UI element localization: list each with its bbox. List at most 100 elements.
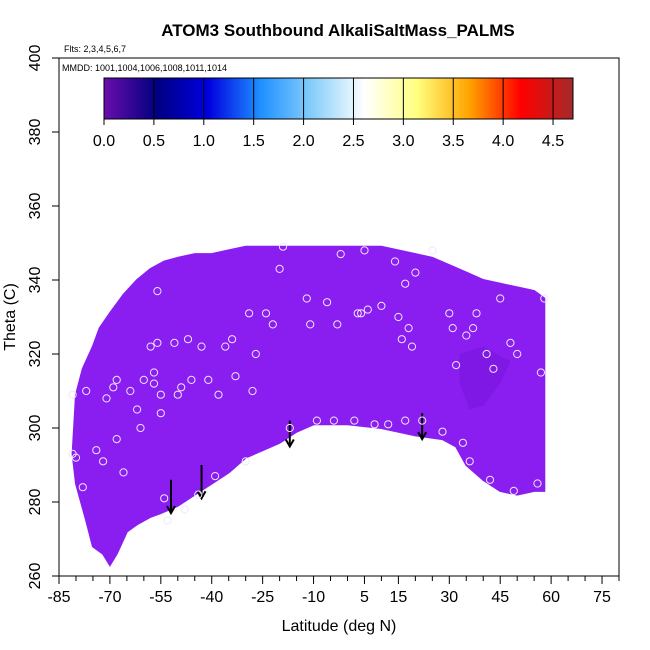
- data-point: [173, 390, 182, 399]
- colorbar-gradient: [103, 77, 574, 120]
- data-point: [160, 494, 169, 503]
- data-point: [109, 383, 118, 392]
- data-point: [126, 386, 135, 396]
- data-point: [251, 349, 260, 359]
- data-point: [248, 386, 257, 396]
- x-axis: -85 -70 -55 -40 -25 -10 5 15 30 45 60 75: [47, 576, 620, 606]
- data-point: [241, 457, 250, 466]
- chart-title: ATOM3 Southbound AlkaliSaltMass_PALMS: [161, 21, 515, 40]
- dates-note: MMDD: 1001,1004,1006,1008,1011,1014: [62, 63, 227, 73]
- data-point: [261, 309, 271, 318]
- data-point: [245, 309, 254, 318]
- data-point: [401, 416, 410, 425]
- colorbar-tick-label: 1.0: [193, 133, 215, 150]
- data-point: [306, 320, 315, 329]
- data-point: [536, 368, 546, 377]
- flights-note: Flts: 2,3,4,5,6,7: [64, 44, 126, 54]
- data-point: [390, 257, 400, 266]
- data-point: [302, 294, 311, 303]
- x-tick-label: -10: [302, 589, 325, 606]
- data-point: [228, 335, 237, 344]
- data-point: [513, 349, 522, 359]
- arrows: [166, 413, 428, 516]
- colorbar-tick-label: 2.0: [292, 133, 314, 150]
- colorbar-tick-label: 3.0: [392, 133, 414, 150]
- data-point: [333, 320, 342, 329]
- data-point: [407, 342, 417, 351]
- data-point: [139, 375, 148, 384]
- data-point: [187, 375, 196, 384]
- data-point: [401, 279, 410, 288]
- x-tick-label: 60: [542, 589, 560, 606]
- data-point: [194, 490, 203, 499]
- data-point: [149, 368, 159, 377]
- y-tick-label: 360: [27, 193, 44, 220]
- x-tick-label: -40: [200, 589, 223, 606]
- colorbar-tick-label: 2.5: [342, 133, 364, 150]
- plot-frame: [58, 57, 620, 577]
- data-point: [268, 320, 277, 329]
- y-axis: 260 280 300 320 340 360 380 400: [27, 45, 59, 589]
- data-point: [452, 361, 461, 370]
- data-point: [156, 390, 165, 399]
- data-point: [170, 338, 179, 347]
- data-point: [445, 309, 454, 318]
- data-point: [506, 338, 515, 347]
- data-point: [92, 446, 101, 455]
- data-point: [312, 416, 321, 425]
- y-tick-label: 300: [27, 415, 44, 442]
- x-tick-label: 45: [491, 589, 509, 606]
- colorbar-tick-label: 4.0: [492, 133, 514, 150]
- colorbar-tick-label: 0.0: [93, 133, 115, 150]
- data-point: [136, 423, 145, 433]
- x-tick-label: -55: [149, 589, 172, 606]
- x-axis-label: Latitude (deg N): [282, 618, 397, 635]
- data-point: [133, 405, 142, 414]
- data-point: [485, 475, 495, 484]
- field-patch: [459, 346, 511, 410]
- data-point: [82, 386, 91, 396]
- data-point: [112, 375, 121, 384]
- data-point: [465, 457, 474, 466]
- data-point: [71, 453, 81, 462]
- y-tick-label: 340: [27, 267, 44, 294]
- data-point: [180, 505, 189, 514]
- observation-points: [68, 242, 549, 525]
- colorbar-tick-label: 1.5: [243, 133, 265, 150]
- data-point: [68, 390, 77, 399]
- data-point: [482, 349, 491, 359]
- data-point: [231, 372, 240, 381]
- x-tick-label: -85: [47, 589, 70, 606]
- data-point: [153, 287, 162, 296]
- data-point: [489, 364, 498, 373]
- data-point: [329, 416, 338, 425]
- x-tick-label: -25: [251, 589, 274, 606]
- data-point: [214, 390, 223, 399]
- data-point: [323, 298, 332, 307]
- colorbar-tick-label: 0.5: [143, 133, 165, 150]
- data-point: [384, 420, 393, 429]
- data-point: [462, 331, 471, 340]
- field-region: [71, 245, 546, 567]
- data-point: [183, 335, 193, 344]
- y-tick-label: 400: [27, 45, 44, 72]
- data-point: [211, 472, 220, 481]
- data-point: [278, 242, 288, 251]
- data-point: [411, 268, 420, 277]
- data-point: [458, 438, 467, 447]
- arrow-marker: [284, 420, 295, 449]
- data-point: [149, 379, 159, 388]
- data-point: [112, 435, 121, 444]
- data-point: [404, 324, 413, 333]
- data-point: [197, 342, 206, 351]
- data-point: [146, 342, 155, 351]
- data-point: [221, 342, 230, 351]
- x-tick-label: 5: [360, 589, 369, 606]
- data-point: [119, 468, 128, 477]
- data-point: [397, 335, 406, 344]
- data-point: [496, 294, 505, 303]
- arrow-marker: [417, 413, 428, 442]
- data-point: [204, 375, 213, 384]
- data-point: [99, 457, 108, 466]
